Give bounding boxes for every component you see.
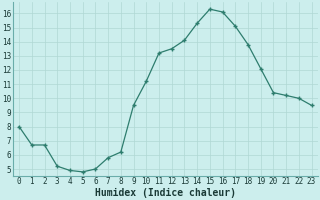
X-axis label: Humidex (Indice chaleur): Humidex (Indice chaleur) <box>95 188 236 198</box>
